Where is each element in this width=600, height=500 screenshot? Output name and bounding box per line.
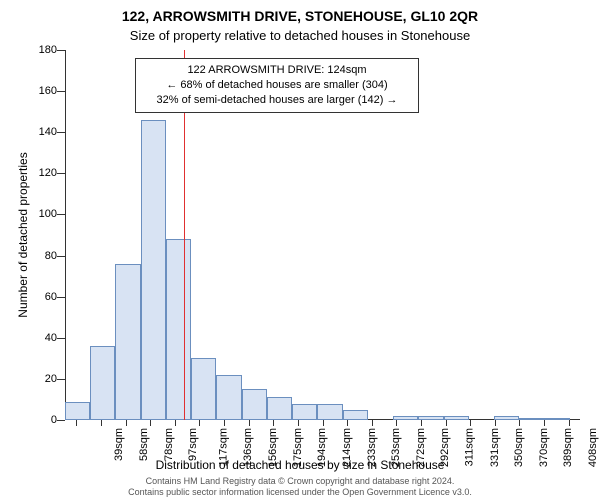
x-tick [101, 420, 102, 426]
x-tick [249, 420, 250, 426]
x-tick [199, 420, 200, 426]
annotation-box: 122 ARROWSMITH DRIVE: 124sqm← 68% of det… [135, 58, 419, 113]
x-tick-label: 58sqm [138, 428, 150, 461]
x-tick-label: 97sqm [187, 428, 199, 461]
histogram-bar [343, 410, 368, 420]
x-tick [126, 420, 127, 426]
histogram-bar [141, 120, 166, 420]
x-tick [347, 420, 348, 426]
y-tick-label: 160 [27, 85, 57, 97]
footer-attribution: Contains HM Land Registry data © Crown c… [0, 476, 600, 498]
x-tick [76, 420, 77, 426]
histogram-bar [65, 402, 90, 421]
x-tick [372, 420, 373, 426]
x-tick [470, 420, 471, 426]
x-tick [298, 420, 299, 426]
annotation-line2: ← 68% of detached houses are smaller (30… [142, 78, 412, 93]
y-tick [57, 420, 65, 421]
y-tick-label: 60 [27, 291, 57, 303]
chart-title-line2: Size of property relative to detached ho… [0, 28, 600, 43]
y-tick [57, 50, 65, 51]
histogram-bar [317, 404, 342, 420]
y-tick-label: 20 [27, 373, 57, 385]
y-tick-label: 80 [27, 250, 57, 262]
x-tick [446, 420, 447, 426]
x-tick [224, 420, 225, 426]
x-tick [495, 420, 496, 426]
histogram-bar [545, 418, 570, 420]
y-tick-label: 120 [27, 167, 57, 179]
x-tick [544, 420, 545, 426]
y-tick [57, 338, 65, 339]
x-tick-label: 78sqm [163, 428, 175, 461]
histogram-bar [292, 404, 317, 420]
y-tick-label: 180 [27, 44, 57, 56]
y-tick [57, 256, 65, 257]
y-tick [57, 173, 65, 174]
histogram-bar [267, 397, 292, 420]
x-axis-label: Distribution of detached houses by size … [0, 458, 600, 472]
histogram-bar [494, 416, 519, 420]
histogram-bar [418, 416, 443, 420]
y-tick-label: 140 [27, 126, 57, 138]
y-tick-label: 100 [27, 208, 57, 220]
histogram-bar [90, 346, 115, 420]
y-tick [57, 91, 65, 92]
x-tick-label: 39sqm [113, 428, 125, 461]
footer-line2: Contains public sector information licen… [0, 487, 600, 498]
chart-title-line1: 122, ARROWSMITH DRIVE, STONEHOUSE, GL10 … [0, 8, 600, 24]
y-tick-label: 0 [27, 414, 57, 426]
y-tick [57, 132, 65, 133]
histogram-bar [444, 416, 469, 420]
annotation-line3: 32% of semi-detached houses are larger (… [142, 93, 412, 108]
histogram-bar [166, 239, 191, 420]
annotation-line1: 122 ARROWSMITH DRIVE: 124sqm [142, 63, 412, 78]
footer-line1: Contains HM Land Registry data © Crown c… [0, 476, 600, 487]
x-tick [569, 420, 570, 426]
y-tick-label: 40 [27, 332, 57, 344]
y-tick [57, 379, 65, 380]
histogram-bar [115, 264, 140, 420]
histogram-bar [191, 358, 216, 420]
y-axis-label: Number of detached properties [16, 50, 30, 420]
x-tick [421, 420, 422, 426]
x-tick [175, 420, 176, 426]
x-tick [323, 420, 324, 426]
histogram-bar [519, 418, 544, 420]
x-tick [150, 420, 151, 426]
y-axis [65, 50, 66, 420]
y-tick [57, 297, 65, 298]
histogram-bar [242, 389, 267, 420]
y-tick [57, 214, 65, 215]
x-tick [519, 420, 520, 426]
plot-area: 02040608010012014016018039sqm58sqm78sqm9… [65, 50, 580, 420]
x-tick [396, 420, 397, 426]
histogram-bar [216, 375, 241, 420]
chart-container: 122, ARROWSMITH DRIVE, STONEHOUSE, GL10 … [0, 0, 600, 500]
x-tick [273, 420, 274, 426]
